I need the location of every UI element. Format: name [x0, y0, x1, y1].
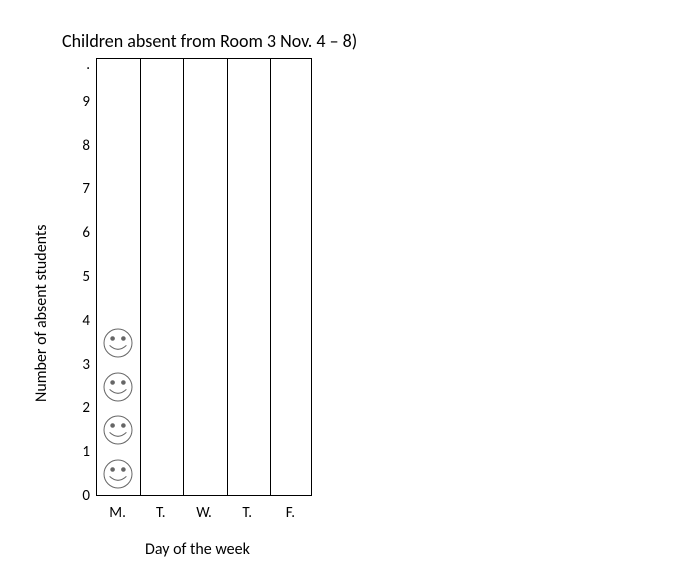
y-tick-label: 4 [70, 312, 90, 330]
y-tick-label: 5 [70, 268, 90, 286]
y-tick-label-extra: . [70, 56, 90, 74]
y-tick-label: 0 [70, 487, 90, 505]
x-tick-label: T. [141, 504, 181, 522]
x-axis-label: Day of the week [145, 540, 250, 559]
smiley-icon [103, 459, 133, 489]
smiley-icon [103, 415, 133, 445]
y-tick-label: 7 [70, 180, 90, 198]
y-tick-label: 9 [70, 93, 90, 111]
smiley-icon [103, 328, 133, 358]
column-divider [270, 59, 271, 495]
y-tick-label: 6 [70, 224, 90, 242]
y-tick-label: 8 [70, 137, 90, 155]
y-tick-label: 2 [70, 399, 90, 417]
x-tick-label: W. [184, 504, 224, 522]
x-tick-label: F. [270, 504, 310, 522]
y-tick-label: 3 [70, 356, 90, 374]
y-axis-label: Number of absent students [32, 224, 51, 402]
column-divider [227, 59, 228, 495]
chart-title: Children absent from Room 3 Nov. 4 – 8) [62, 30, 357, 52]
x-tick-label: T. [227, 504, 267, 522]
column-divider [183, 59, 184, 495]
x-tick-label: M. [98, 504, 138, 522]
smiley-icon [103, 372, 133, 402]
column-divider [140, 59, 141, 495]
y-tick-label: 1 [70, 443, 90, 461]
